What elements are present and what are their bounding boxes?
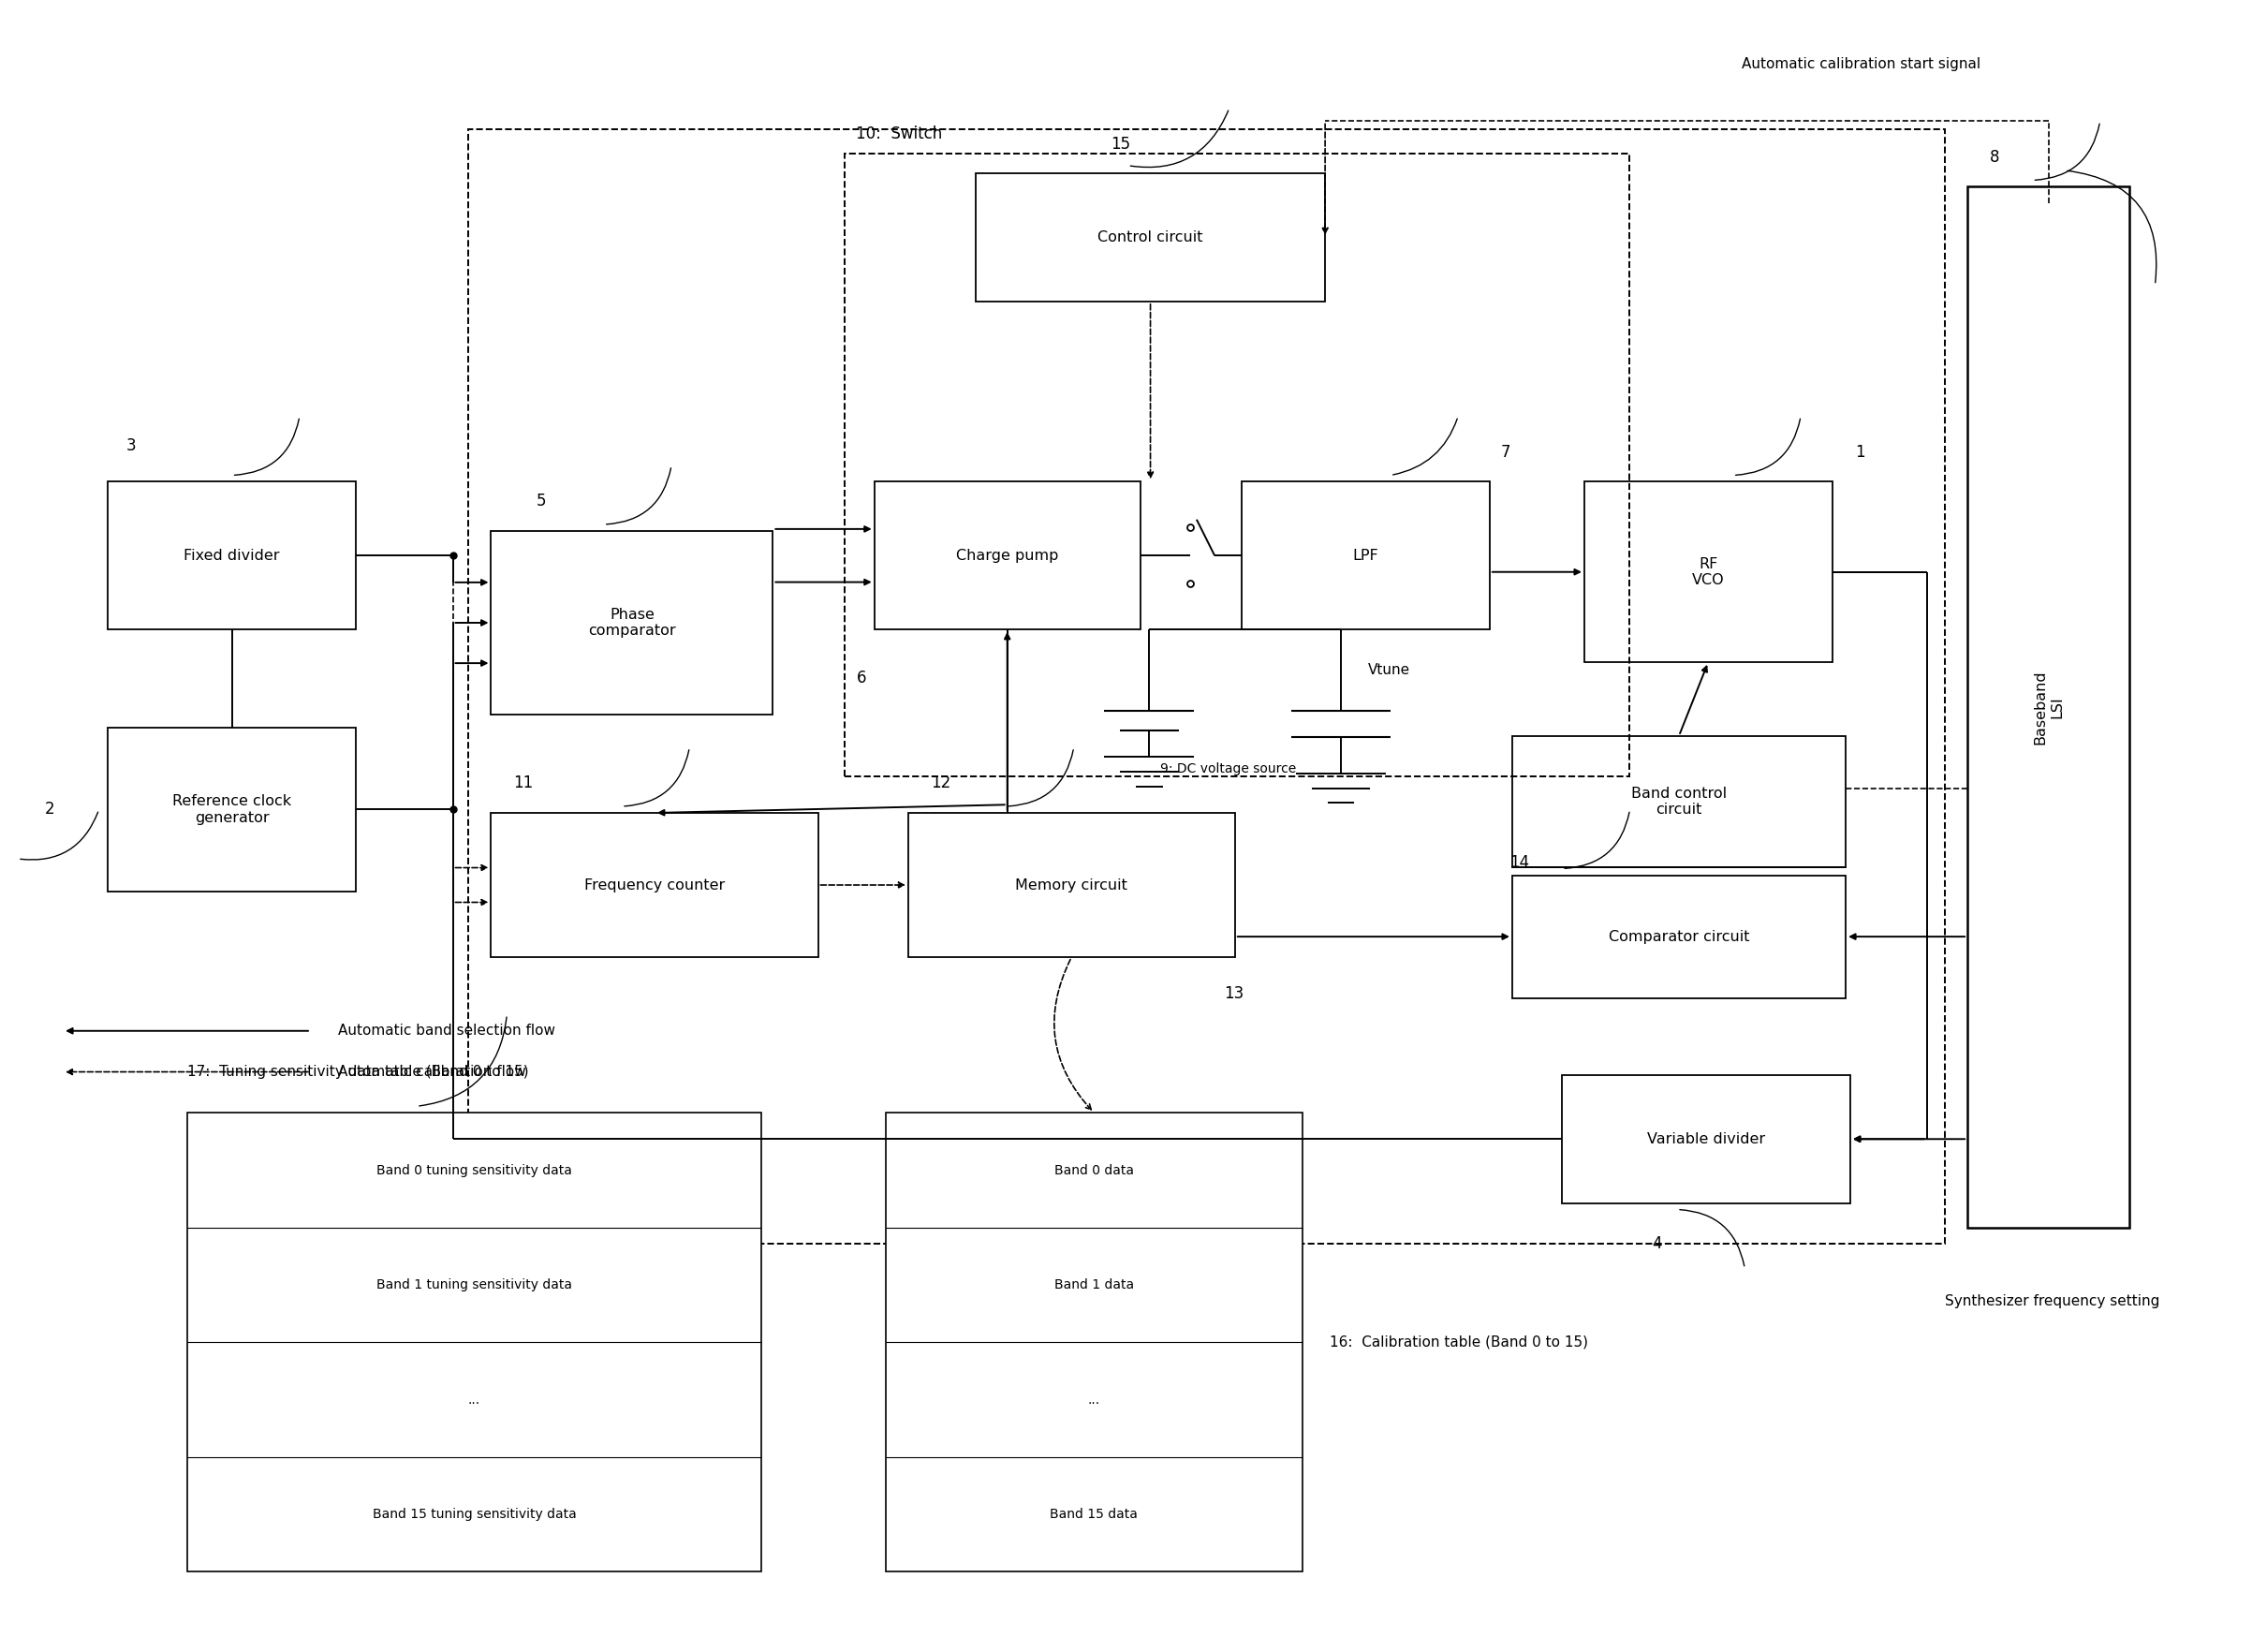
Text: ...: ...	[467, 1393, 481, 1406]
Text: 8: 8	[1990, 149, 1999, 165]
Text: Baseband
LSI: Baseband LSI	[2033, 671, 2063, 745]
Bar	[1242, 482, 1489, 629]
Text: LPF: LPF	[1353, 548, 1378, 563]
Text: Band control
circuit: Band control circuit	[1632, 786, 1727, 816]
Text: Charge pump: Charge pump	[957, 548, 1059, 563]
Text: 4: 4	[1653, 1236, 1662, 1252]
Text: ...: ...	[1088, 1393, 1099, 1406]
Text: 13: 13	[1224, 985, 1245, 1001]
Text: 12: 12	[932, 775, 950, 791]
Text: 16:  Calibration table (Band 0 to 15): 16: Calibration table (Band 0 to 15)	[1331, 1335, 1589, 1350]
Text: Reference clock
generator: Reference clock generator	[172, 795, 292, 824]
Text: 9: DC voltage source: 9: DC voltage source	[1161, 762, 1297, 775]
Text: Band 1 data: Band 1 data	[1054, 1279, 1134, 1292]
Bar	[975, 173, 1326, 302]
Bar	[469, 129, 1945, 1244]
Text: Band 0 tuning sensitivity data: Band 0 tuning sensitivity data	[376, 1163, 571, 1176]
Text: Control circuit: Control circuit	[1097, 231, 1204, 244]
Text: 3: 3	[127, 438, 136, 454]
Bar	[875, 482, 1140, 629]
Text: 11: 11	[515, 775, 533, 791]
Bar	[109, 482, 356, 629]
Text: Comparator circuit: Comparator circuit	[1610, 930, 1750, 943]
Text: 15: 15	[1111, 135, 1131, 152]
Text: Vtune: Vtune	[1367, 662, 1410, 677]
Text: Frequency counter: Frequency counter	[585, 877, 725, 892]
Bar	[1512, 876, 1845, 998]
Text: 6: 6	[857, 671, 866, 687]
Bar	[492, 530, 773, 715]
Text: 17:  Tuning sensitivity data table (Band 0 to 15): 17: Tuning sensitivity data table (Band …	[186, 1066, 528, 1079]
Bar	[909, 813, 1236, 957]
Text: Band 0 data: Band 0 data	[1054, 1163, 1134, 1176]
Text: Synthesizer frequency setting: Synthesizer frequency setting	[1945, 1294, 2160, 1308]
Text: Memory circuit: Memory circuit	[1016, 877, 1127, 892]
Text: Automatic calibration flow: Automatic calibration flow	[338, 1066, 526, 1079]
Text: Fixed divider: Fixed divider	[184, 548, 279, 563]
Text: 2: 2	[45, 801, 54, 818]
Text: 5: 5	[537, 492, 546, 510]
Text: Automatic band selection flow: Automatic band selection flow	[338, 1024, 555, 1037]
Text: 14: 14	[1510, 854, 1530, 871]
Bar	[186, 1113, 762, 1571]
Text: RF
VCO: RF VCO	[1691, 557, 1725, 586]
Text: Phase
comparator: Phase comparator	[587, 608, 676, 638]
Bar	[1968, 187, 2129, 1227]
Bar	[492, 813, 818, 957]
Bar	[886, 1113, 1304, 1571]
Text: Band 1 tuning sensitivity data: Band 1 tuning sensitivity data	[376, 1279, 571, 1292]
Text: Automatic calibration start signal: Automatic calibration start signal	[1741, 56, 1981, 71]
Bar	[1585, 482, 1832, 662]
Bar	[109, 727, 356, 892]
Text: 7: 7	[1501, 444, 1510, 461]
Text: Band 15 data: Band 15 data	[1050, 1508, 1138, 1521]
Text: Band 15 tuning sensitivity data: Band 15 tuning sensitivity data	[372, 1508, 576, 1521]
Text: Variable divider: Variable divider	[1646, 1132, 1766, 1146]
Bar	[1512, 735, 1845, 867]
Text: 10:  Switch: 10: Switch	[857, 126, 943, 142]
Bar	[846, 154, 1630, 776]
Bar	[1562, 1075, 1850, 1203]
Text: 1: 1	[1854, 444, 1866, 461]
